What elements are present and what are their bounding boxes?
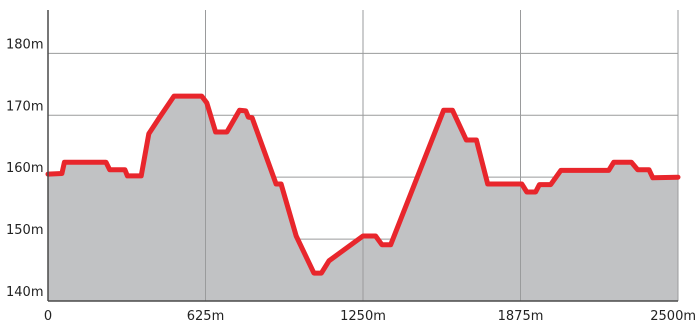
elevation-line xyxy=(45,93,681,276)
y-tick-label-3: 170m xyxy=(6,99,43,114)
x-tick-label-0: 0 xyxy=(44,309,52,324)
x-tick-label-4: 2500m xyxy=(650,309,696,324)
y-tick-label-0: 140m xyxy=(6,285,43,300)
x-tick-label-3: 1875m xyxy=(498,309,544,324)
x-tick-labels: 0 625m 1250m 1875m 2500m xyxy=(44,309,696,324)
vertical-grid-lines xyxy=(205,10,679,301)
x-tick-label-1: 625m xyxy=(187,309,224,324)
y-tick-labels: 140m 150m 160m 170m 180m xyxy=(6,37,43,300)
x-tick-label-2: 1250m xyxy=(340,309,386,324)
y-tick-label-2: 160m xyxy=(6,161,43,176)
y-tick-label-4: 180m xyxy=(6,37,43,52)
y-tick-label-1: 150m xyxy=(6,223,43,238)
axes xyxy=(47,10,678,302)
